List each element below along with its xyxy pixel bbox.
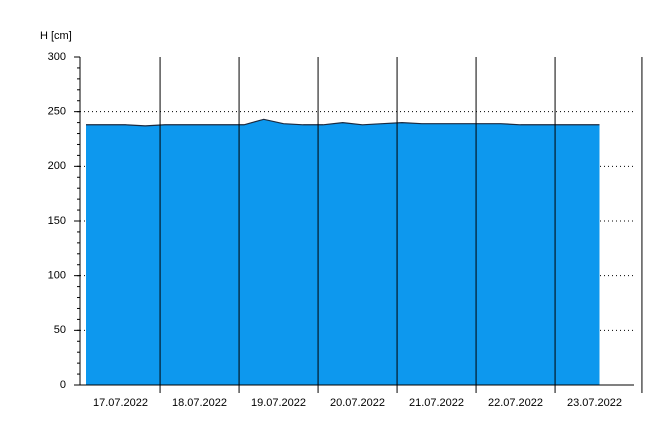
- y-tick-label: 0: [60, 379, 66, 391]
- x-tick-label: 22.07.2022: [488, 397, 543, 409]
- y-tick-label: 50: [54, 324, 66, 336]
- area: [86, 119, 600, 385]
- x-tick-label: 23.07.2022: [567, 397, 622, 409]
- x-tick-label: 20.07.2022: [330, 397, 385, 409]
- y-tick-label: 150: [48, 215, 66, 227]
- x-tick-label: 17.07.2022: [93, 397, 148, 409]
- y-tick-label: 300: [48, 51, 66, 63]
- y-axis-label: H [cm]: [40, 30, 72, 42]
- line: [86, 118, 600, 127]
- x-tick-label: 18.07.2022: [172, 397, 227, 409]
- x-tick-label: 21.07.2022: [409, 397, 464, 409]
- x-tick-label: 19.07.2022: [251, 397, 306, 409]
- y-tick-label: 100: [48, 270, 66, 282]
- y-tick-label: 200: [48, 160, 66, 172]
- y-tick-label: 250: [48, 106, 66, 118]
